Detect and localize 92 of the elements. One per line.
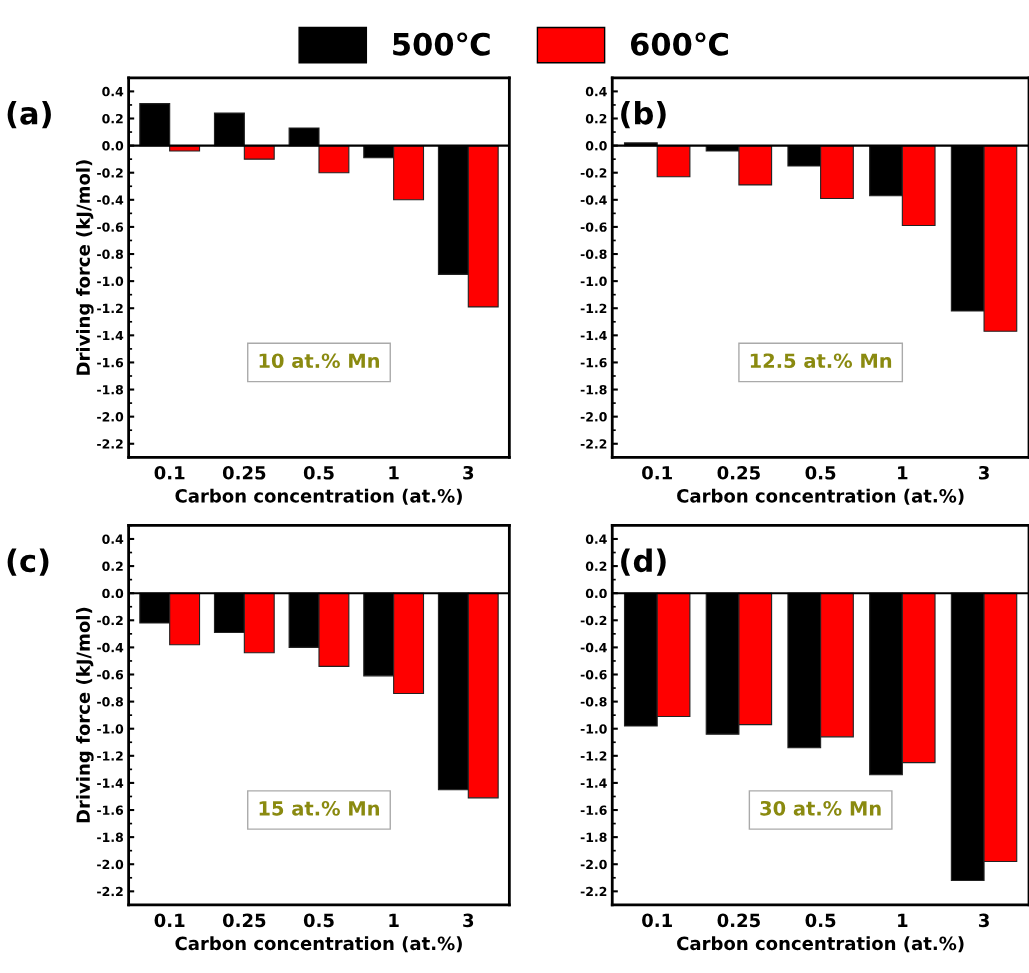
annotation: 15 at.% Mn [259,800,380,816]
y-tick-label: -2.2 [97,886,123,897]
y-tick-label: -1.2 [97,303,123,313]
y-tick-label: -1.8 [580,385,607,395]
x-tick-label: 0.1 [154,913,185,928]
y-tick-label: 0.0 [585,588,607,599]
text: (c) [7,548,49,576]
y-tick-label: -0.8 [580,697,607,707]
text: (a) [7,101,51,129]
x-tick-label: 3 [978,913,989,928]
x-tick-label: 0.5 [805,465,836,480]
y-tick-label: 0.2 [585,561,607,571]
y-tick-label: -1.4 [580,778,607,788]
y-tick-label: -2.0 [580,859,607,870]
y-tick-label: -0.4 [580,642,607,653]
x-tick-label: 0.5 [303,465,334,480]
legend-label: 500℃ [393,32,490,56]
y-tick-label: -2.2 [97,439,123,449]
y-tick-label: 0.0 [585,141,607,151]
x-axis-title: Carbon concentration (at.%) [677,936,964,953]
x-axis-title: Carbon concentration (at.%) [175,488,462,505]
x-axis-title: Carbon concentration (at.%) [175,936,462,953]
y-tick-label: -1.0 [97,724,124,734]
x-tick-label: 3 [463,913,474,928]
x-tick-label: 0.1 [154,465,185,480]
y-tick-label: -1.6 [580,357,607,368]
y-tick-label: -0.8 [97,697,123,707]
x-tick-label: 0.1 [642,913,672,928]
x-tick-label: 0.25 [222,465,266,480]
y-tick-label: -0.4 [97,642,124,653]
y-tick-label: -1.4 [580,330,607,341]
x-tick-label: 3 [978,465,989,480]
y-tick-label: 0.0 [102,141,124,151]
legend-label: 600℃ [630,32,728,56]
y-tick-label: -0.4 [97,195,124,205]
y-tick-label: -1.2 [580,303,607,313]
y-tick-label: 0.0 [102,588,124,599]
y-axis-title: Driving force (kJ/mol) [76,607,94,823]
y-tick-label: -0.6 [580,669,607,680]
y-tick-label: -0.6 [580,222,607,232]
y-tick-label: -0.2 [97,615,123,626]
y-tick-label: -2.0 [97,859,124,870]
x-tick-label: 1 [389,466,399,480]
y-tick-label: -1.4 [97,778,124,788]
y-tick-label: -2.0 [97,412,124,422]
y-tick-label: 0.4 [102,86,124,97]
x-tick-label: 0.5 [805,913,836,928]
x-tick-label: 1 [389,913,399,927]
y-tick-label: -0.8 [97,249,123,259]
y-tick-label: -1.0 [580,276,607,287]
text: (b) [621,101,666,129]
y-tick-label: 0.2 [102,561,123,571]
y-tick-label: -1.6 [97,805,124,815]
y-tick-label: -0.6 [97,669,124,680]
y-tick-label: -1.4 [97,330,124,341]
x-tick-label: 0.1 [642,465,672,480]
text: (d) [621,548,666,576]
y-tick-label: 0.2 [585,113,607,124]
x-tick-label: 1 [898,466,908,480]
y-tick-label: -0.6 [97,222,124,232]
x-tick-label: 0.25 [717,913,760,928]
y-tick-label: 0.4 [102,534,124,544]
y-tick-label: 0.4 [585,534,607,544]
x-axis-title: Carbon concentration (at.%) [677,488,964,505]
x-tick-label: 0.25 [717,465,760,480]
y-tick-label: -0.4 [580,195,607,205]
y-axis-title: Driving force (kJ/mol) [76,160,94,375]
annotation: 30 at.% Mn [760,800,881,816]
y-tick-label: -2.0 [580,412,607,422]
y-tick-label: -0.8 [580,249,607,259]
x-tick-label: 3 [463,465,474,480]
x-tick-label: 0.25 [222,913,266,928]
y-tick-label: 0.2 [102,113,123,124]
y-tick-label: -1.2 [97,751,123,761]
y-tick-label: -1.8 [97,832,123,843]
y-tick-label: -1.0 [580,724,607,734]
y-tick-label: -1.6 [97,357,124,368]
y-tick-label: -2.2 [580,439,607,449]
y-tick-label: -1.2 [580,751,607,761]
annotation: 12.5 at.% Mn [750,353,892,369]
y-tick-label: -2.2 [580,886,607,897]
y-tick-label: -0.2 [580,615,607,626]
y-tick-label: -1.8 [580,832,607,843]
y-tick-label: 0.4 [585,86,607,97]
x-tick-label: 1 [898,913,908,927]
y-tick-label: -1.6 [580,805,607,815]
annotation: 10 at.% Mn [259,353,380,369]
x-tick-label: 0.5 [303,913,334,928]
y-tick-label: -1.0 [97,276,124,287]
y-tick-label: -0.2 [580,168,607,178]
y-tick-label: -1.8 [97,385,123,395]
y-tick-label: -0.2 [97,168,123,178]
